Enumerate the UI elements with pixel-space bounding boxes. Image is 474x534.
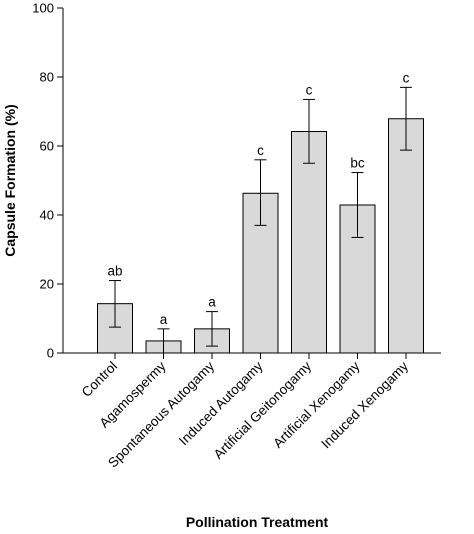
y-tick-label: 40 [40, 208, 54, 223]
x-tick-label: Induced Xenogamy [318, 358, 411, 451]
significance-label-6: c [403, 70, 410, 85]
significance-label-5: bc [350, 156, 365, 171]
y-tick-label: 20 [40, 277, 54, 292]
bar-6 [388, 118, 424, 354]
significance-label-0: ab [107, 264, 122, 279]
y-tick-label: 0 [47, 346, 54, 361]
significance-label-1: a [160, 312, 168, 327]
y-axis-title: Capsule Formation (%) [2, 104, 18, 256]
x-tick-label: Artificial Geitonogamy [211, 358, 315, 462]
significance-label-4: c [306, 82, 313, 97]
y-tick-label: 60 [40, 139, 54, 154]
x-tick-label: Control [79, 359, 120, 400]
x-tick-label: Artificial Xenogamy [270, 358, 362, 450]
x-axis-title: Pollination Treatment [186, 514, 329, 530]
significance-label-2: a [208, 295, 216, 310]
bar-4 [291, 131, 327, 354]
y-tick-label: 100 [32, 1, 54, 16]
significance-label-3: c [257, 143, 264, 158]
y-tick-label: 80 [40, 70, 54, 85]
x-tick-label: Induced Autogamy [176, 358, 266, 448]
